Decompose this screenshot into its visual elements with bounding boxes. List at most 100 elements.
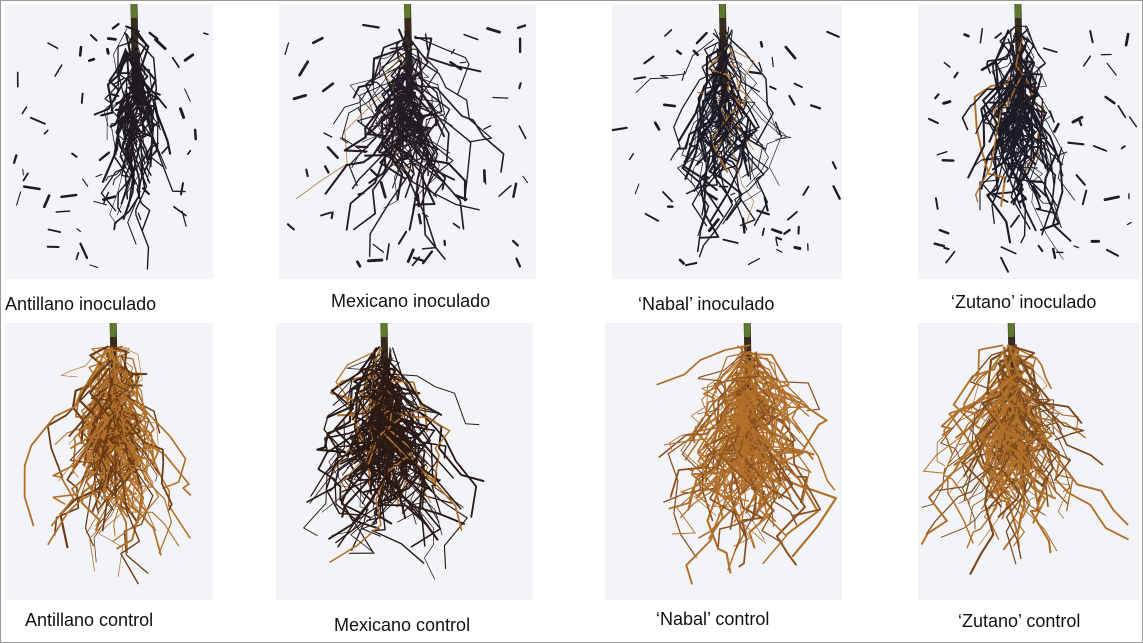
root-fragment <box>284 42 290 56</box>
root-drawing <box>23 323 192 585</box>
root-fragment <box>788 94 796 106</box>
root-fragment <box>486 27 501 34</box>
root-fragment <box>323 132 333 138</box>
root-strand <box>749 372 776 421</box>
root-fragment <box>664 29 673 37</box>
root-fragment <box>1051 247 1057 260</box>
root-fragment <box>1073 245 1080 249</box>
root-strand <box>124 51 140 89</box>
root-fragment <box>793 245 802 250</box>
root-fragment <box>945 250 956 264</box>
root-strand <box>101 52 141 183</box>
root-strand <box>112 437 160 542</box>
root-fragment <box>355 260 362 268</box>
root-strand <box>991 28 1029 92</box>
caption-nabal-control: ‘Nabal’ control <box>656 609 770 629</box>
root-fragment <box>515 257 522 268</box>
root-strand <box>723 60 782 186</box>
root-strand <box>693 395 749 516</box>
root-strand <box>738 383 815 456</box>
stem-tip <box>1014 4 1021 18</box>
root-strand <box>1001 345 1050 462</box>
root-fragment <box>1027 179 1044 184</box>
root-fragment <box>761 227 765 236</box>
root-fragment <box>1103 195 1120 202</box>
root-fragment <box>1075 174 1086 186</box>
root-drawing <box>284 4 529 268</box>
root-fragment <box>22 172 29 182</box>
root-fragment <box>385 243 390 261</box>
root-strand <box>671 391 746 535</box>
root-fragment <box>1104 95 1116 105</box>
root-fragment <box>98 151 111 162</box>
root-fragment <box>414 186 420 196</box>
root-fragment <box>963 33 970 38</box>
root-fragment <box>786 210 798 221</box>
root-strand <box>704 83 728 134</box>
root-fragment <box>774 121 783 138</box>
root-fragment <box>357 192 365 196</box>
stem-tip <box>719 4 726 18</box>
root-strand <box>1012 387 1051 516</box>
root-strand <box>89 367 112 473</box>
root-strand <box>739 423 774 511</box>
root-strand <box>116 107 133 166</box>
root-strand <box>112 77 150 186</box>
root-strand <box>1026 36 1046 95</box>
root-strand <box>350 438 398 554</box>
root-photo-mexicano-control <box>276 323 533 600</box>
root-strand <box>87 351 127 468</box>
root-fragment <box>330 211 334 220</box>
root-strand <box>414 35 470 96</box>
root-photo-nabal-inoculado <box>612 4 842 279</box>
root-strand <box>124 47 147 139</box>
root-strand <box>973 344 1004 382</box>
root-fragment <box>483 125 492 130</box>
root-fragment <box>763 196 769 212</box>
root-strand <box>356 82 402 139</box>
root-fragment <box>421 212 429 218</box>
root-strand <box>341 56 412 154</box>
root-strand <box>667 376 739 558</box>
root-fragment <box>399 157 409 162</box>
root-strand <box>1002 405 1041 444</box>
root-fragment <box>748 70 763 75</box>
root-photo-nabal-control <box>605 323 842 600</box>
root-fragment <box>998 139 1010 144</box>
root-fragment <box>934 93 940 100</box>
root-strand <box>136 67 161 128</box>
root-strand <box>690 410 746 502</box>
root-strand <box>999 381 1025 406</box>
root-fragment <box>110 93 120 98</box>
root-strand <box>317 412 391 501</box>
root-strand <box>733 377 771 442</box>
root-fragment <box>183 53 195 62</box>
root-drawing <box>12 4 209 270</box>
root-photo-antillano-inoculado <box>5 4 213 279</box>
root-strand <box>125 62 142 128</box>
root-fragment <box>459 61 467 64</box>
root-strand <box>733 380 764 505</box>
root-fragment <box>942 100 952 105</box>
root-fragment <box>412 256 426 263</box>
root-strand <box>346 392 388 493</box>
root-strand <box>718 433 784 544</box>
root-fragment <box>1048 110 1055 123</box>
root-strand <box>681 352 760 475</box>
root-fragment <box>938 228 950 235</box>
root-strand <box>988 380 1015 493</box>
root-strand <box>1005 81 1024 147</box>
root-fragment <box>154 38 167 51</box>
root-fragment <box>379 181 387 199</box>
root-strand <box>731 97 764 178</box>
root-strand <box>414 37 482 73</box>
root-strand <box>697 26 730 142</box>
root-fragment <box>1117 105 1127 119</box>
root-fragment <box>43 129 49 135</box>
root-fragment <box>16 191 22 206</box>
root-fragment <box>54 64 63 77</box>
root-fragment <box>111 22 120 30</box>
caption-nabal-inoculado: ‘Nabal’ inoculado <box>638 294 775 314</box>
root-fragment <box>744 130 748 137</box>
root-strand <box>981 435 1037 478</box>
